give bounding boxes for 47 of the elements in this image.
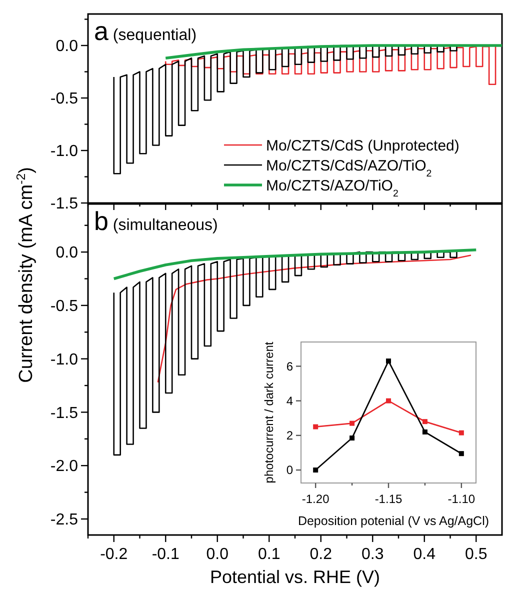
point [422,419,428,424]
y-tick-label: -1.5 [50,196,78,213]
y-tick-label: -2.0 [50,458,78,476]
point [350,420,355,426]
line-series [157,254,472,383]
x-tick-label: 0.5 [465,546,488,563]
x-tick-label: 0.4 [413,546,436,563]
x-tick-label: -0.1 [152,546,180,563]
y-tick-label: 0.0 [56,38,78,56]
point [422,429,428,434]
x-tick-label: 0.0 [206,546,229,563]
y-tick-label: -1.0 [50,143,78,160]
point [386,358,391,364]
x-tick-label: 0.2 [310,546,332,563]
x-axis-title: Potential vs. RHE (V) [210,567,380,587]
point [350,436,355,441]
legend-label: Mo/CZTS/AZO/TiO$_{2}$ [266,177,398,199]
line-series [164,44,504,60]
y-axis-title: photocurrent / dark current [262,341,276,484]
x-axis-title: Deposition potenial (V vs Ag/AgCl) [298,514,490,528]
y-tick-label: -1.0 [50,351,78,368]
legend-label: Mo/CZTS/CdS/AZO/TiO$_{2}$ [266,157,432,179]
x-tick-label: -1.20 [302,492,330,506]
y-tick-label: -0.5 [50,90,78,108]
y-tick-label: 0 [286,463,294,478]
x-tick-label: -0.2 [100,546,128,563]
y-tick-label: 6 [286,359,294,374]
y-tick-label: 4 [286,394,294,408]
x-tick-label: -1.15 [374,492,402,506]
chart-title: b (simultaneous) [94,206,218,236]
x-tick-label: 0.1 [258,546,280,563]
legend-label: Mo/CZTS/CdS (Unprotected) [266,137,460,154]
y-tick-label: -0.5 [50,298,78,316]
point [313,468,318,473]
y-tick-label: -1.5 [50,404,78,422]
point [458,430,464,436]
chart-title: a (sequential) [94,16,197,46]
y-tick-label: -2.5 [50,512,78,529]
line-series [113,44,458,174]
line-series [112,248,478,280]
y-tick-label: 2 [286,428,294,443]
x-tick-label: 0.3 [362,546,384,563]
point [386,398,391,404]
x-tick-label: -1.10 [448,492,476,506]
point [313,424,318,430]
y-tick-label: 0.0 [56,244,78,262]
point [458,451,464,456]
